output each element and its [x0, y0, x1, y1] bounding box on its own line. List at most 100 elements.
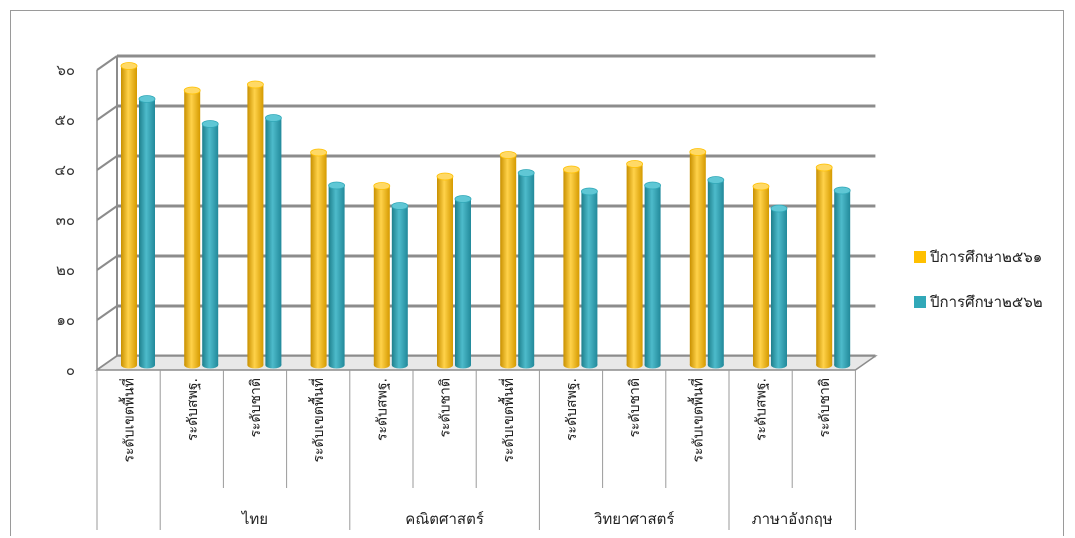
y-tick-label: ๑๐	[56, 311, 75, 329]
bar-top	[626, 160, 643, 168]
bar-series-1	[310, 152, 327, 365]
bar-top	[310, 148, 328, 157]
bar-base	[500, 361, 517, 369]
bar-series-1	[689, 152, 706, 365]
bar-top	[183, 86, 201, 95]
bar-base	[707, 361, 724, 369]
bar-series-2	[644, 185, 661, 365]
bar-base	[139, 361, 155, 369]
bar-series-2	[202, 124, 219, 365]
category-label: ระดับสพฐ.	[185, 378, 201, 441]
legend-label: ปีการศึกษา๒๕๖๑	[929, 248, 1042, 266]
bar-top	[246, 80, 264, 89]
gridline-depth	[96, 105, 118, 121]
bar-top	[563, 165, 580, 174]
legend-swatch	[914, 296, 926, 308]
group-label: วิทยาศาสตร์	[593, 510, 674, 528]
bar-series-1	[753, 186, 769, 365]
y-tick-label: ๔๐	[54, 161, 75, 179]
bar-series-2	[581, 191, 598, 365]
gridline-depth	[96, 255, 118, 271]
gridline-depth	[96, 55, 118, 71]
bar-top	[833, 186, 851, 195]
category-label: ระดับสพฐ.	[564, 378, 580, 441]
bar-top	[517, 169, 535, 177]
category-label: ระดับชาติ	[248, 378, 264, 437]
y-tick-label: ๖๐	[56, 61, 75, 79]
y-tick-label: ๒๐	[56, 261, 75, 279]
bar-top	[707, 176, 725, 184]
y-tick-label: ๓๐	[56, 211, 75, 229]
bar-top	[201, 120, 219, 128]
bar-base	[563, 361, 580, 369]
bar-top	[138, 95, 156, 103]
bar-series-1	[500, 155, 517, 365]
bars	[120, 62, 851, 369]
category-label: ระดับสพฐ.	[754, 378, 770, 441]
bar-top	[644, 181, 661, 190]
category-label: ระดับเขตพื้นที่	[687, 378, 706, 463]
gridline-depth	[96, 205, 118, 221]
legend-label: ปีการศึกษา๒๕๖๒	[929, 293, 1043, 311]
category-label: ระดับสพฐ.	[374, 378, 390, 441]
gridlines	[94, 54, 878, 371]
bar-base	[391, 361, 408, 369]
category-label: ระดับเขตพื้นที่	[119, 378, 138, 463]
bar-series-1	[373, 186, 390, 365]
group-label: คณิตศาสตร์	[405, 510, 484, 528]
bar-series-1	[563, 169, 580, 365]
bar-base	[202, 361, 219, 369]
category-label: ระดับชาติ	[817, 378, 833, 437]
bar-top	[328, 181, 346, 190]
chart-frame	[10, 10, 1064, 536]
bar-series-2	[707, 180, 724, 365]
bar-top	[770, 204, 788, 213]
bar-base	[121, 361, 137, 369]
y-tick-label: ๐	[66, 361, 75, 379]
bar-top	[391, 202, 409, 210]
bar-top	[120, 62, 138, 70]
category-label: ระดับชาติ	[627, 378, 643, 437]
bar-series-2	[391, 206, 408, 365]
gridline-depth	[96, 305, 118, 321]
bar-series-2	[834, 190, 851, 365]
bar-top	[815, 163, 833, 172]
bar-series-2	[328, 185, 345, 365]
bar-top	[264, 114, 282, 122]
group-label: ภาษาอังกฤษ	[752, 510, 833, 528]
bar-series-1	[816, 167, 833, 365]
bar-top	[373, 182, 391, 190]
bar-series-2	[455, 199, 471, 365]
bar-series-1	[626, 164, 643, 365]
bar-base	[771, 361, 787, 369]
bar-top	[689, 148, 707, 156]
category-label: ระดับเขตพื้นที่	[308, 378, 327, 463]
bar-base	[310, 361, 327, 369]
bar-top	[581, 187, 598, 196]
bar-series-2	[771, 208, 787, 365]
bar-top	[752, 182, 770, 191]
bar-top	[436, 172, 454, 181]
bar-base	[689, 361, 706, 369]
y-tick-label: ๕๐	[54, 111, 75, 129]
bar-top	[499, 151, 517, 159]
bar-base	[518, 361, 535, 369]
legend-swatch	[914, 251, 926, 263]
bar-base	[581, 361, 598, 369]
bar-base	[184, 361, 201, 369]
bar-base	[328, 361, 345, 369]
bar-top	[454, 195, 472, 203]
bar-base	[437, 361, 453, 369]
bar-series-2	[518, 173, 535, 365]
bar-base	[247, 361, 264, 369]
gridline-depth	[96, 155, 118, 171]
group-label: ไทย	[241, 510, 268, 528]
bar-series-1	[121, 66, 137, 365]
category-label: ระดับชาติ	[438, 378, 454, 437]
bar-base	[373, 361, 390, 369]
bar-series-2	[265, 118, 282, 365]
bar-base	[644, 361, 661, 369]
